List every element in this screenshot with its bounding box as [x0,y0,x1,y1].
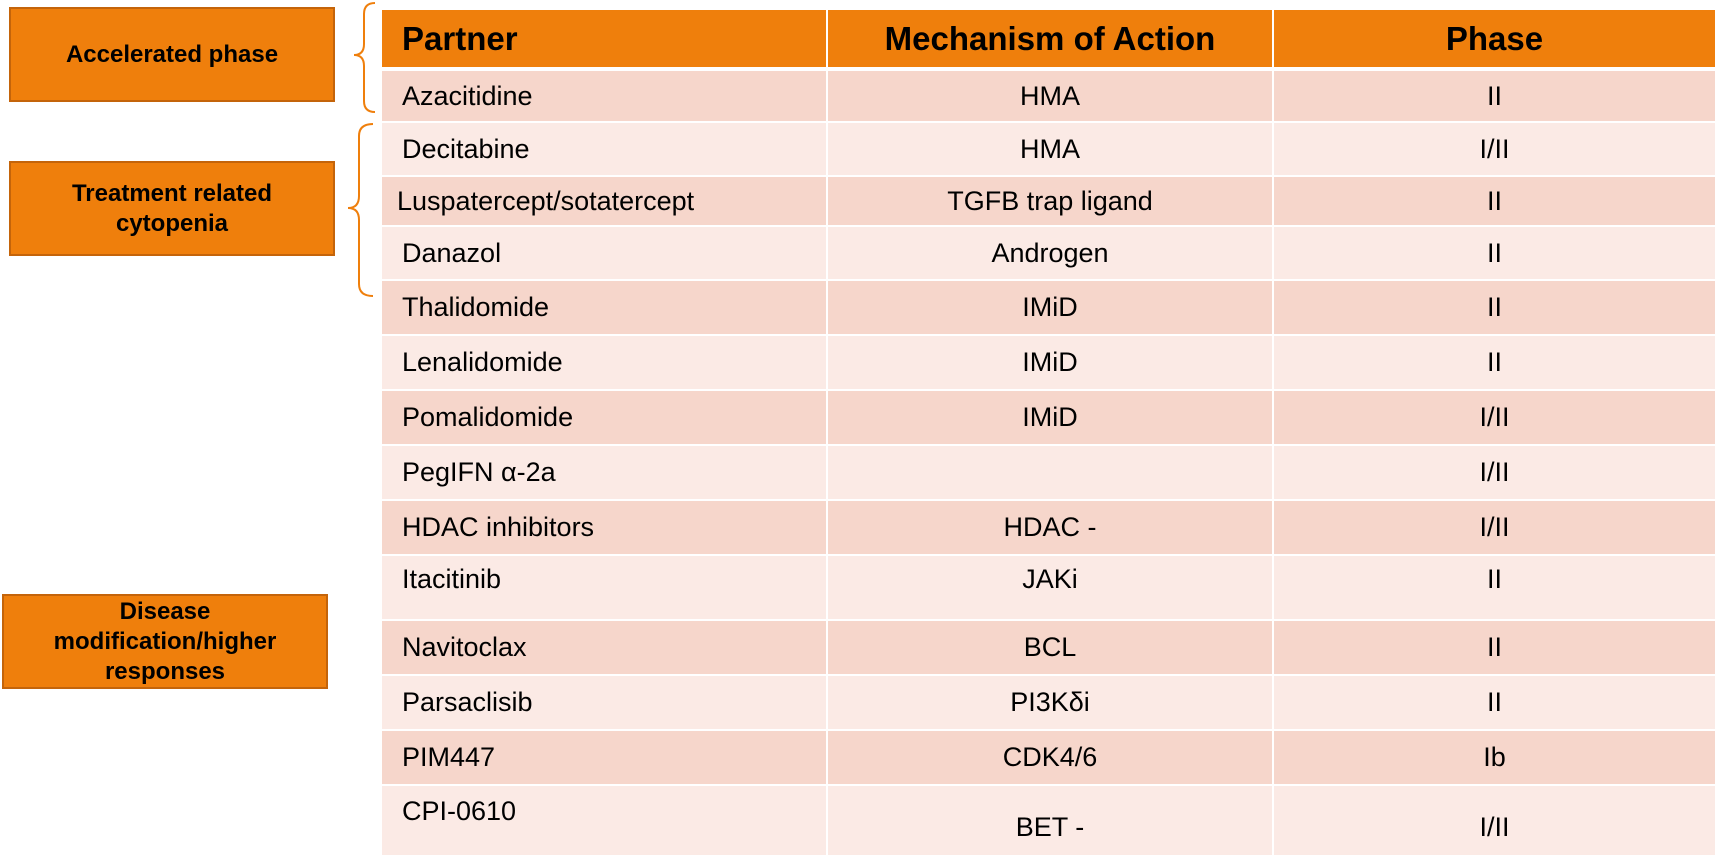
table-row: HDAC inhibitors HDAC - I/II [382,500,1717,556]
treatment-cytopenia-brace [347,123,374,297]
partner-cell: PIM447 [382,730,828,786]
accelerated-phase-text: Accelerated phase [65,40,279,68]
partner-cell: Parsaclisib [382,675,828,731]
treatment-related-cytopenia-text: Treatment related cytopenia [71,179,273,237]
phase-cell: II [1273,226,1717,281]
mechanism-cell: BCL [827,620,1274,676]
header-phase: Phase [1273,10,1717,71]
treatment-related-cytopenia-label: Treatment related cytopenia [9,161,335,256]
partner-cell: Navitoclax [382,620,828,676]
mechanism-cell: JAKi [827,555,1274,621]
table-row: Azacitidine HMA II [382,69,1717,123]
accelerated-phase-label: Accelerated phase [9,7,335,102]
phase-cell: II [1273,176,1717,227]
table-row: Parsaclisib PI3Kδi II [382,675,1717,731]
phase-cell: II [1273,620,1717,676]
table-row: Navitoclax BCL II [382,620,1717,676]
phase-cell: I/II [1273,785,1717,857]
table-row: PegIFN α-2a I/II [382,445,1717,501]
partner-cell: HDAC inhibitors [382,500,828,556]
mechanism-cell: IMiD [827,390,1274,446]
partner-cell: Itacitinib [382,555,828,621]
partner-cell: Pomalidomide [382,390,828,446]
header-partner: Partner [382,10,828,71]
phase-cell: II [1273,675,1717,731]
disease-modification-text: Disease modification/higher responses [53,597,277,685]
mechanism-cell: HMA [827,122,1274,177]
table-header-row: Partner Mechanism of Action Phase [382,10,1717,71]
mechanism-cell: TGFB trap ligand [827,176,1274,227]
table-row: Thalidomide IMiD II [382,280,1717,336]
mechanism-cell [827,445,1274,501]
phase-cell: I/II [1273,390,1717,446]
combination-therapy-table: Partner Mechanism of Action Phase Azacit… [382,10,1717,857]
partner-cell: Danazol [382,226,828,281]
phase-cell: I/II [1273,445,1717,501]
accelerated-phase-brace [353,2,376,113]
mechanism-cell: BET - [827,785,1274,857]
grouping-braces [347,2,376,297]
disease-modification-label: Disease modification/higher responses [2,594,328,689]
mechanism-cell: IMiD [827,335,1274,391]
table-row: Itacitinib JAKi II [382,555,1717,621]
mechanism-cell: IMiD [827,280,1274,336]
partner-cell: Thalidomide [382,280,828,336]
phase-cell: II [1273,335,1717,391]
mechanism-cell: Androgen [827,226,1274,281]
partner-cell: PegIFN α-2a [382,445,828,501]
partner-cell: Luspatercept/sotatercept [382,176,828,227]
mechanism-cell: PI3Kδi [827,675,1274,731]
mechanism-cell: CDK4/6 [827,730,1274,786]
phase-cell: I/II [1273,500,1717,556]
table-row: Pomalidomide IMiD I/II [382,390,1717,446]
table-row: CPI-0610 BET - I/II [382,785,1717,857]
phase-cell: I/II [1273,122,1717,177]
header-mechanism: Mechanism of Action [827,10,1274,71]
mechanism-cell: HMA [827,69,1274,123]
table-row: Lenalidomide IMiD II [382,335,1717,391]
partner-cell: Azacitidine [382,69,828,123]
mechanism-cell: HDAC - [827,500,1274,556]
phase-cell: Ib [1273,730,1717,786]
phase-cell: II [1273,280,1717,336]
table-row: Luspatercept/sotatercept TGFB trap ligan… [382,176,1717,227]
partner-cell: Decitabine [382,122,828,177]
phase-cell: II [1273,555,1717,621]
phase-cell: II [1273,69,1717,123]
table-row: Decitabine HMA I/II [382,122,1717,177]
table-row: Danazol Androgen II [382,226,1717,281]
partner-cell: CPI-0610 [382,785,828,857]
table-row: PIM447 CDK4/6 Ib [382,730,1717,786]
partner-cell: Lenalidomide [382,335,828,391]
